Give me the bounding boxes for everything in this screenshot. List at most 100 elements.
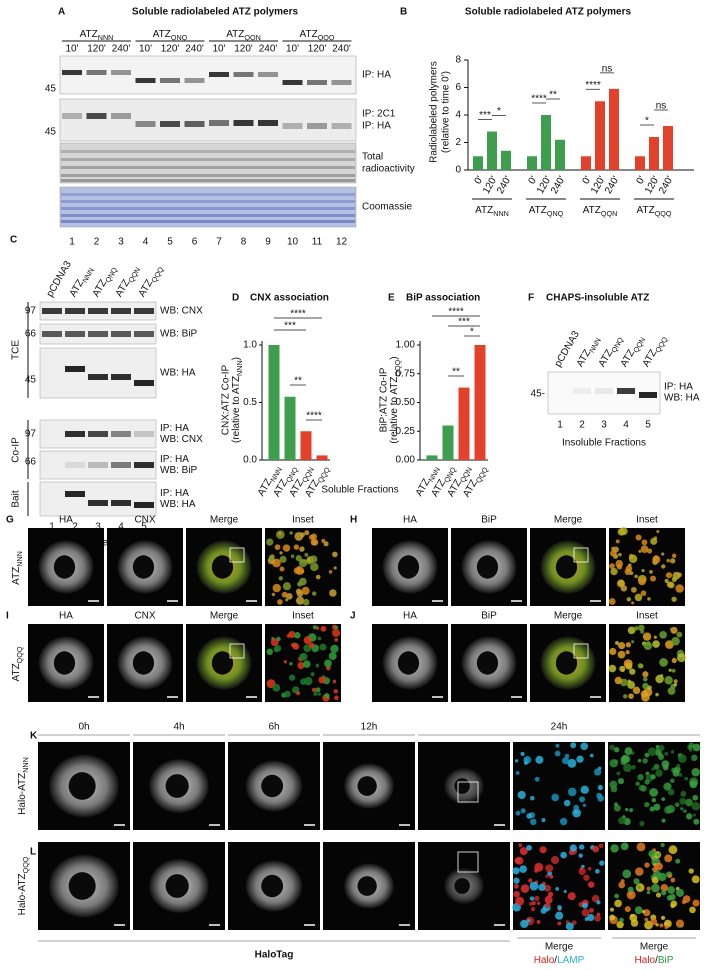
lane-number: 8 (241, 237, 247, 248)
puncta (597, 795, 605, 802)
puncta (313, 691, 318, 696)
blot-band (88, 500, 108, 506)
blot-band (307, 123, 327, 129)
puncta (571, 920, 577, 926)
panel-letter: B (400, 7, 407, 18)
puncta (274, 544, 281, 550)
puncta (643, 641, 652, 651)
panel-letter: G (6, 515, 14, 526)
puncta (551, 793, 560, 802)
puncta (666, 894, 673, 901)
puncta (578, 853, 583, 858)
puncta (655, 892, 662, 898)
puncta (589, 908, 594, 913)
column-header: BiP (481, 515, 497, 526)
puncta (540, 907, 547, 914)
blot-band (258, 120, 278, 126)
puncta (608, 598, 616, 605)
time-label: 240' (185, 44, 204, 55)
bar (527, 156, 537, 170)
puncta (289, 662, 293, 666)
puncta (661, 890, 667, 896)
panel-letter: I (6, 611, 9, 622)
nucleus (211, 555, 234, 579)
nucleus (397, 555, 420, 579)
puncta (650, 918, 658, 926)
puncta (644, 779, 650, 785)
column-header: BiP (481, 611, 497, 622)
puncta (596, 900, 601, 905)
puncta (304, 676, 313, 686)
puncta (617, 778, 625, 785)
row-label-part: Halo-ATZ (17, 873, 28, 915)
panel-letter: D (232, 293, 239, 304)
puncta (529, 881, 539, 891)
footer-label: HaloTag (255, 950, 294, 961)
group-label: ATZNNN (475, 205, 509, 219)
puncta (557, 905, 562, 910)
puncta (266, 538, 274, 546)
row-label-part: Halo-ATZ (17, 773, 28, 815)
puncta (638, 577, 646, 586)
subscript: QQQ (21, 856, 30, 873)
puncta (592, 845, 600, 853)
puncta (517, 790, 526, 800)
puncta (526, 813, 532, 819)
puncta (538, 883, 546, 891)
puncta (534, 776, 540, 782)
column-header: CNX (134, 515, 155, 526)
lane-number: 2 (579, 420, 585, 431)
blot-band (160, 78, 180, 83)
blot-band (135, 121, 156, 127)
y-tick-label: 0.00 (396, 455, 416, 466)
puncta (635, 867, 644, 876)
column-header: Merge (210, 515, 239, 526)
lane-number: 11 (312, 237, 323, 248)
puncta (303, 636, 312, 645)
significance-label: *** (458, 317, 470, 328)
puncta (334, 695, 339, 701)
puncta (641, 539, 648, 546)
blot-band (88, 431, 108, 437)
column-header: HA (403, 611, 417, 622)
y-axis-sublabel: (relative to time 0') (441, 71, 452, 153)
puncta (317, 636, 322, 641)
y-axis-sublabel-part: (relative to ATZ (389, 377, 400, 444)
puncta (609, 759, 618, 768)
puncta (676, 572, 682, 578)
puncta (290, 554, 295, 558)
blot-band (88, 374, 108, 380)
puncta (279, 566, 285, 572)
puncta (304, 530, 310, 536)
puncta (653, 635, 657, 639)
puncta (583, 874, 590, 881)
puncta (664, 854, 673, 863)
puncta (671, 553, 677, 559)
puncta (626, 597, 632, 602)
panel-letter: C (10, 235, 17, 246)
puncta (625, 642, 632, 648)
puncta (624, 747, 633, 756)
puncta (610, 785, 618, 793)
puncta (621, 668, 625, 672)
puncta (581, 902, 588, 909)
blot-label: radioactivity (362, 164, 415, 175)
y-axis-label: Radiolabeled polymers (429, 61, 440, 163)
blot-label: Coomassie (362, 202, 412, 213)
puncta (530, 906, 536, 912)
puncta (580, 785, 589, 794)
puncta (618, 642, 626, 650)
nucleus (211, 651, 234, 675)
blot-band (42, 331, 62, 337)
lane-number: 4 (623, 420, 629, 431)
puncta (520, 751, 525, 757)
puncta (633, 878, 640, 885)
puncta (661, 818, 666, 823)
puncta (680, 807, 684, 811)
puncta (692, 794, 699, 801)
nucleus (68, 772, 96, 800)
group-label-part: ATZ (475, 205, 493, 216)
blot-band (88, 462, 108, 468)
mw-marker: 66 (25, 329, 37, 340)
lane-number: 9 (265, 237, 271, 248)
